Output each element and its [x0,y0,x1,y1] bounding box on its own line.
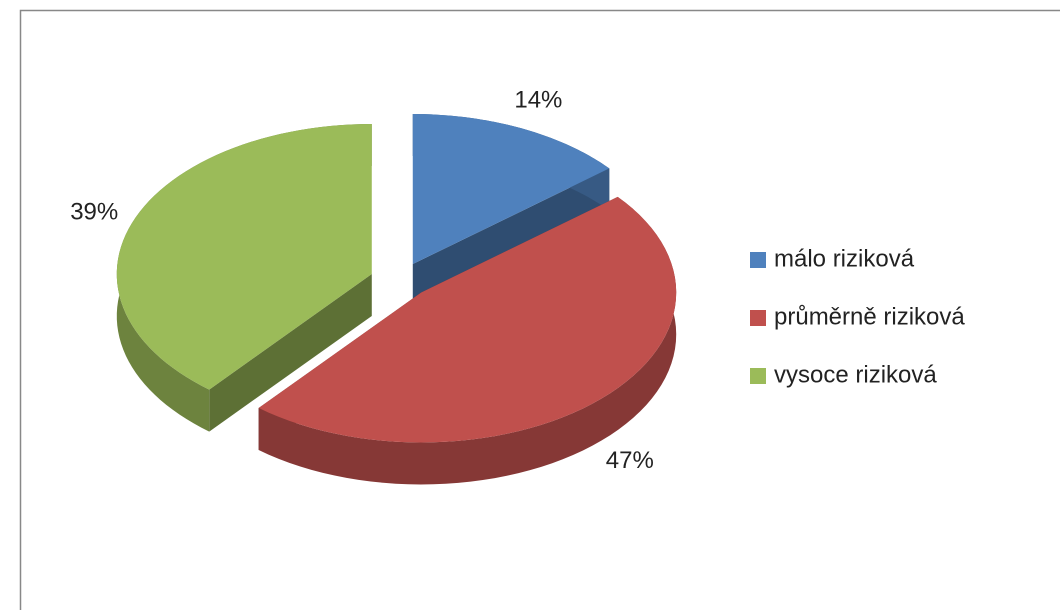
slice [258,196,677,443]
legend-swatch [750,310,766,326]
slice [412,114,610,265]
slice [116,124,372,390]
legend-label: průměrně riziková [774,303,965,330]
data-label: 47% [606,447,654,474]
slice-group [258,196,677,485]
legend-label: málo riziková [774,245,915,272]
data-label: 39% [70,198,118,225]
legend-swatch [750,252,766,268]
legend-label: vysoce riziková [774,361,937,388]
legend-swatch [750,368,766,384]
data-label: 14% [514,87,562,114]
slice-group [116,124,372,432]
slice-side [209,274,372,432]
slice-side [412,168,610,307]
slice-group [412,114,610,307]
